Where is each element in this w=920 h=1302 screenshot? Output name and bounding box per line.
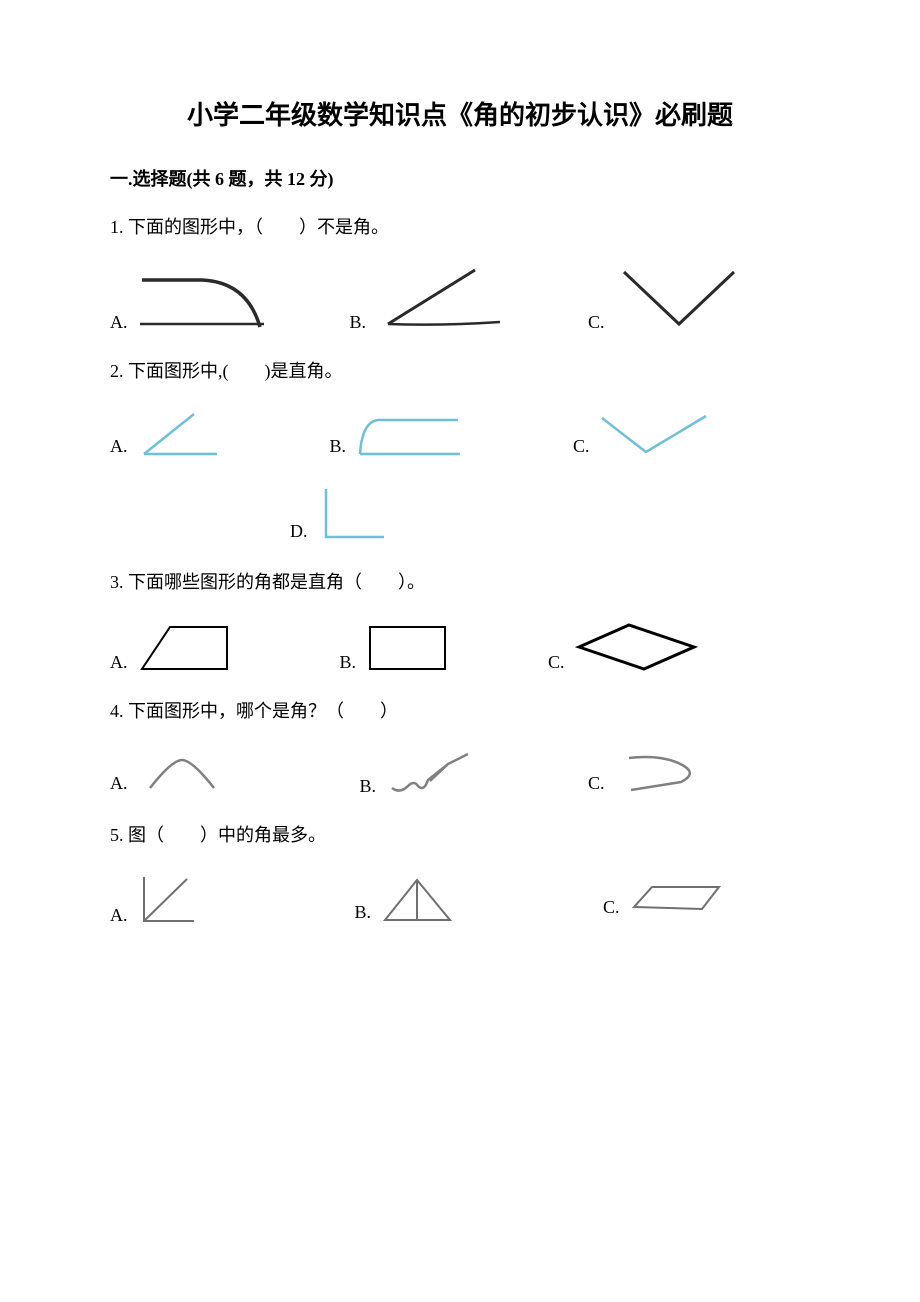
q1-figure-c (609, 262, 749, 337)
question-3: 3. 下面哪些图形的角都是直角（ ）。 A. B. C. (110, 568, 810, 677)
question-1: 1. 下面的图形中，（ ）不是角。 A. B. C. (110, 213, 810, 337)
q1-figure-b (370, 262, 510, 337)
option-label: C. (548, 648, 565, 677)
option-label: C. (588, 308, 605, 337)
q4-figure-b (380, 746, 480, 801)
option-label: D. (290, 517, 308, 546)
q2-option-b: B. (330, 406, 471, 461)
question-5: 5. 图（ ）中的角最多。 A. B. C. (110, 821, 810, 930)
q4-figure-c (609, 748, 704, 798)
q2-text: 2. 下面图形中,( )是直角。 (110, 357, 810, 386)
option-label: B. (355, 898, 372, 927)
option-label: B. (340, 648, 357, 677)
option-label: B. (330, 432, 347, 461)
q3-option-a: A. (110, 617, 237, 677)
q2-option-c: C. (573, 406, 714, 461)
q4-figure-a (132, 748, 232, 798)
q2-option-a: A. (110, 406, 227, 461)
q1-option-c: C. (588, 262, 749, 337)
option-label: C. (588, 769, 605, 798)
q1-option-a: A. (110, 262, 272, 337)
q5-figure-c (624, 877, 729, 922)
q1-figure-a (132, 262, 272, 337)
option-label: A. (110, 432, 128, 461)
q4-options: A. B. C. (110, 746, 810, 801)
q2-options-row2: D. (290, 481, 810, 546)
q2-figure-d (312, 481, 392, 546)
q3-option-b: B. (340, 617, 456, 677)
option-label: B. (350, 308, 367, 337)
q5-text: 5. 图（ ）中的角最多。 (110, 821, 810, 850)
q4-option-c: C. (588, 748, 704, 798)
q3-figure-a (132, 617, 237, 677)
q1-option-b: B. (350, 262, 511, 337)
option-label: C. (603, 893, 620, 922)
q5-figure-a (132, 869, 202, 929)
q2-figure-c (594, 406, 714, 461)
option-label: B. (360, 772, 377, 801)
option-label: C. (573, 432, 590, 461)
option-label: A. (110, 901, 128, 930)
q1-text: 1. 下面的图形中，（ ）不是角。 (110, 213, 810, 242)
option-label: A. (110, 308, 128, 337)
q3-option-c: C. (548, 617, 704, 677)
q1-options: A. B. C. (110, 262, 810, 337)
q2-figure-b (350, 406, 470, 461)
q5-options: A. B. C. (110, 869, 810, 929)
q4-option-b: B. (360, 746, 481, 801)
question-4: 4. 下面图形中，哪个是角？（ ） A. B. C. (110, 697, 810, 801)
option-label: A. (110, 769, 128, 798)
question-2: 2. 下面图形中,( )是直角。 A. B. C. D. (110, 357, 810, 546)
q4-option-a: A. (110, 748, 232, 798)
q5-option-a: A. (110, 869, 202, 929)
q5-option-b: B. (355, 872, 461, 927)
q5-option-c: C. (603, 877, 729, 922)
page-title: 小学二年级数学知识点《角的初步认识》必刷题 (110, 95, 810, 137)
section-header: 一.选择题(共 6 题，共 12 分) (110, 165, 810, 194)
q3-figure-b (360, 617, 455, 677)
q2-figure-a (132, 406, 227, 461)
q3-figure-c (569, 617, 704, 677)
q5-figure-b (375, 872, 460, 927)
q2-options-row1: A. B. C. (110, 406, 810, 461)
option-label: A. (110, 648, 128, 677)
q3-text: 3. 下面哪些图形的角都是直角（ ）。 (110, 568, 810, 597)
q4-text: 4. 下面图形中，哪个是角？（ ） (110, 697, 810, 726)
q3-options: A. B. C. (110, 617, 810, 677)
